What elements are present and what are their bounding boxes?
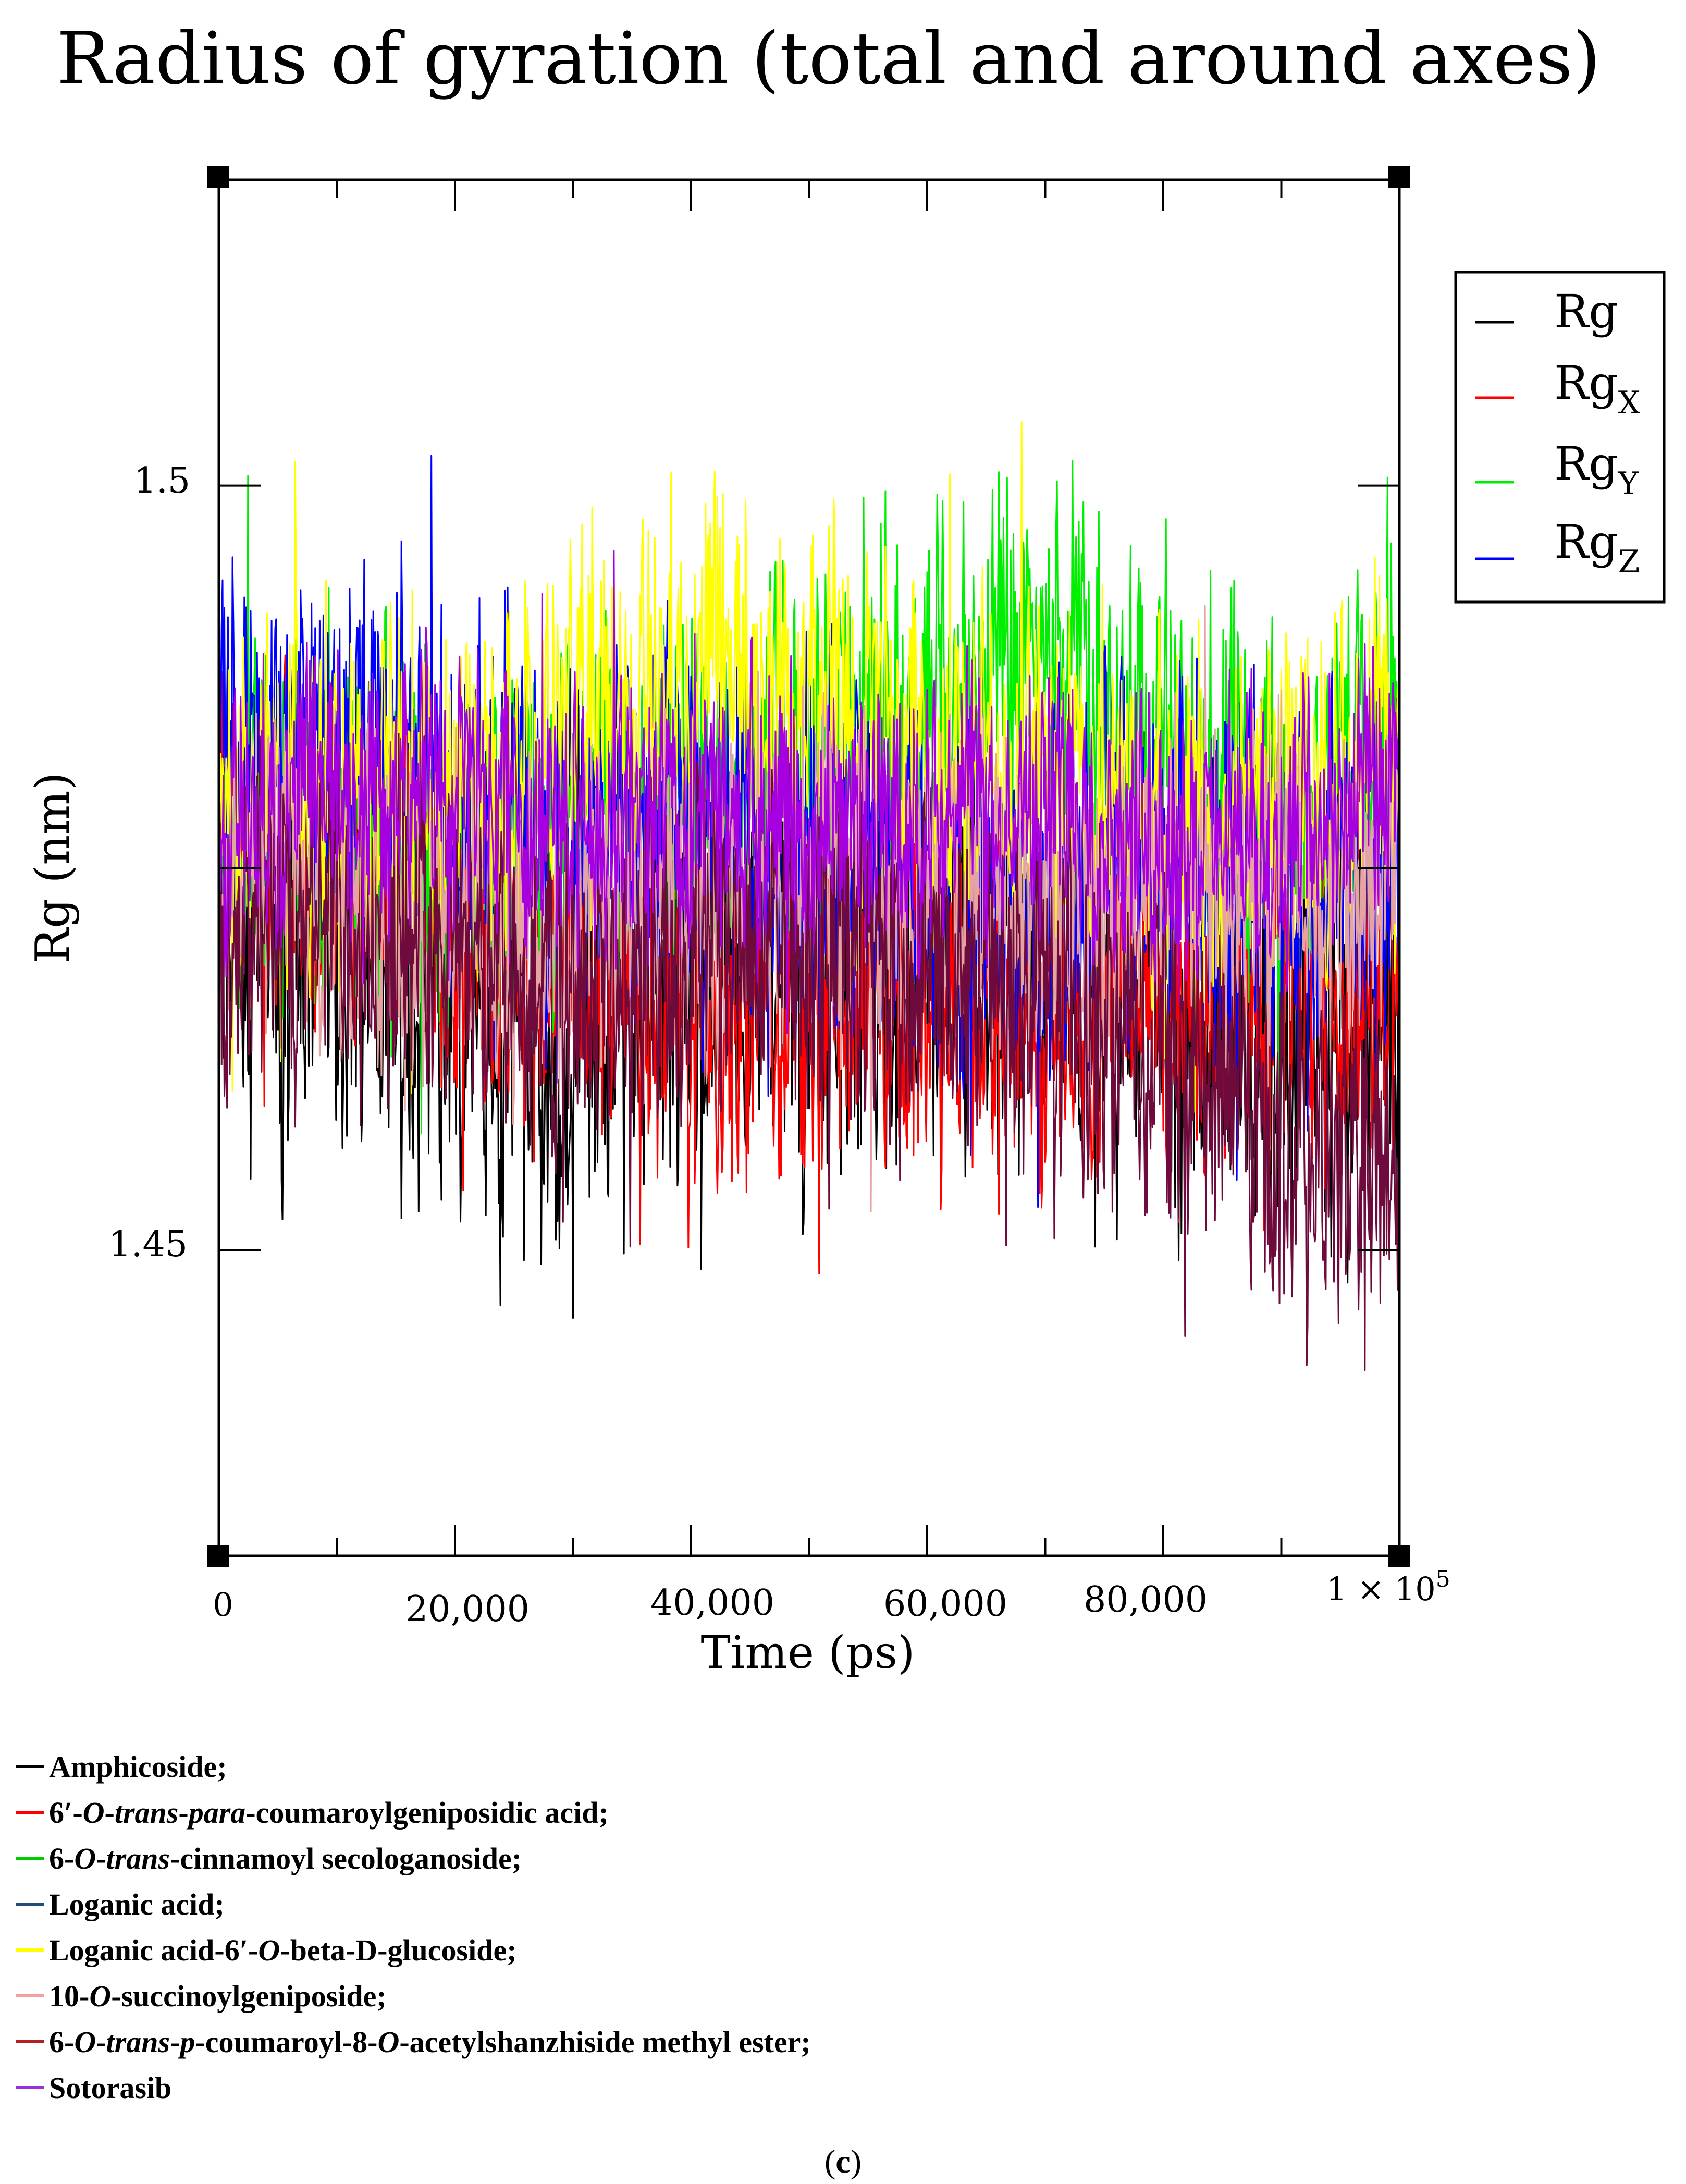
caption-legend-item: 6′-O-trans-para-coumaroylgeniposidic aci… <box>16 1789 1631 1835</box>
inner-legend-label-main: Rg <box>1554 515 1618 569</box>
x-tick-label: 1 × 10 <box>1326 1570 1436 1608</box>
caption-legend-item: 6-O-trans-cinnamoyl secologanoside; <box>16 1835 1631 1881</box>
caption-legend-text-part: O <box>74 1841 96 1875</box>
caption-legend-text-part: O <box>258 1933 280 1967</box>
caption-legend-swatch <box>16 1765 44 1768</box>
x-axis-label: Time (ps) <box>701 1627 915 1679</box>
caption-legend-text-part: - <box>104 1795 115 1830</box>
caption-legend-text-part: para <box>188 1795 246 1830</box>
caption-legend-text-part: - <box>96 1841 106 1875</box>
caption-legend-swatch <box>16 1857 44 1860</box>
inner-legend-box <box>1454 271 1666 604</box>
y-axis-label: Rg (nm) <box>26 772 80 964</box>
caption-legend-text-part: O <box>89 1979 112 2013</box>
x-tick-label: 60,000 <box>883 1584 1007 1625</box>
caption-legend-text-part: D <box>355 1933 378 1967</box>
caption-legend-text-part: -coumaroyl-8- <box>195 2025 378 2059</box>
y-tick-label: 1.45 <box>109 1224 188 1265</box>
caption-legend-swatch <box>16 1948 44 1952</box>
caption-legend-text-part: Amphicoside; <box>49 1749 227 1784</box>
inner-legend-entry: RgY <box>1475 437 1640 502</box>
caption-legend-item: Loganic acid-6′-O-beta-D-glucoside; <box>16 1927 1631 1973</box>
y-tick-labels: 1.45 1.5 <box>109 460 190 1265</box>
caption-legend-label: Loganic acid; <box>49 1887 225 1922</box>
inner-legend-label-sub: X <box>1618 385 1641 421</box>
caption-legend-text-part: Loganic acid-6′- <box>49 1933 259 1967</box>
series-line <box>218 656 1400 1319</box>
inner-legend-label: RgY <box>1554 437 1640 502</box>
inner-legend-label-main: Rg <box>1554 437 1618 490</box>
caption-legend-label: 6′-O-trans-para-coumaroylgeniposidic aci… <box>49 1795 609 1830</box>
caption-legend-label: 6-O-trans-p-coumaroyl-8-O-acetylshanzhis… <box>49 2025 811 2059</box>
caption-legend-text-part: -succinoylgeniposide; <box>111 1979 387 2013</box>
caption-legend-label: 6-O-trans-cinnamoyl secologanoside; <box>49 1841 522 1876</box>
inner-legend-label-main: Rg <box>1554 285 1618 338</box>
caption-legend-label: 10-O-succinoylgeniposide; <box>49 1979 387 2014</box>
inner-legend: Rg RgX RgY RgZ <box>1454 271 1666 604</box>
caption-legend: Amphicoside; 6′-O-trans-para-coumaroylgen… <box>16 1744 1631 2111</box>
caption-legend-text-part: trans <box>114 1795 179 1830</box>
axis-ticks <box>218 180 1400 1556</box>
caption-legend-text-part: trans <box>106 2025 170 2059</box>
caption-legend-text-part: p <box>180 2025 195 2059</box>
caption-legend-text-part: 6- <box>49 2025 75 2059</box>
caption-legend-text-part: - <box>96 2025 106 2059</box>
inner-legend-label: Rg <box>1554 285 1618 338</box>
panel-label: (c) <box>0 2142 1686 2181</box>
inner-legend-entry: Rg <box>1475 285 1618 338</box>
y-tick-label: 1.5 <box>134 460 190 501</box>
x-tick-label: 40,000 <box>650 1582 774 1624</box>
caption-legend-text-part: O <box>82 1795 105 1830</box>
series-line <box>218 550 1400 1035</box>
inner-legend-entry: RgX <box>1475 356 1641 421</box>
chart-title: Radius of gyration (total and around axe… <box>57 17 1601 101</box>
caption-legend-item: Amphicoside; <box>16 1744 1631 1789</box>
caption-legend-text-part: trans <box>106 1841 170 1875</box>
inner-legend-label: RgX <box>1554 356 1641 421</box>
panel-label-close: ) <box>850 2143 862 2180</box>
caption-legend-text-part: -glucoside; <box>377 1933 517 1967</box>
x-tick-exponent: 5 <box>1436 1566 1450 1592</box>
inner-legend-label-sub: Z <box>1618 544 1640 580</box>
caption-legend-label: Amphicoside; <box>49 1749 227 1784</box>
panel-label-open: ( <box>824 2143 836 2180</box>
caption-legend-text-part: -beta- <box>280 1933 356 1967</box>
inner-legend-entry: RgZ <box>1475 515 1640 580</box>
caption-legend-label: Loganic acid-6′-O-beta-D-glucoside; <box>49 1933 517 1968</box>
inner-legend-label-sub: Y <box>1618 465 1640 502</box>
inner-legend-label-main: Rg <box>1554 356 1618 410</box>
inner-legend-label: RgZ <box>1554 515 1640 580</box>
caption-legend-text-part: Sotorasib <box>49 2070 172 2105</box>
caption-legend-text-part: 6′- <box>49 1795 83 1830</box>
caption-legend-swatch <box>16 1994 44 1997</box>
x-tick-label-last: 1 × 105 <box>1326 1566 1450 1608</box>
caption-legend-text-part: -acetylshanzhiside methyl ester; <box>399 2025 811 2059</box>
panel-label-letter: c <box>835 2143 851 2180</box>
caption-legend-text-part: O <box>74 2025 96 2059</box>
caption-legend-text-part: -cinnamoyl secologanoside; <box>170 1841 522 1875</box>
caption-legend-text-part: O <box>377 2025 400 2059</box>
caption-legend-text-part: - <box>170 2025 180 2059</box>
caption-legend-text-part: 6- <box>49 1841 75 1875</box>
caption-legend-item: Sotorasib <box>16 2065 1631 2111</box>
caption-legend-item: Loganic acid; <box>16 1881 1631 1927</box>
caption-legend-label: Sotorasib <box>49 2070 171 2105</box>
caption-legend-swatch <box>16 1903 44 1906</box>
x-tick-label: 80,000 <box>1084 1579 1208 1621</box>
caption-legend-text-part: Loganic acid; <box>49 1887 225 1921</box>
caption-legend-text-part: 10- <box>49 1979 90 2013</box>
caption-legend-swatch <box>16 2086 44 2089</box>
caption-legend-text-part: - <box>178 1795 189 1830</box>
caption-legend-item: 10-O-succinoylgeniposide; <box>16 1973 1631 2019</box>
x-tick-label: 20,000 <box>405 1589 530 1630</box>
caption-legend-swatch <box>16 1811 44 1814</box>
caption-legend-swatch <box>16 2040 44 2043</box>
plot-series <box>218 421 1400 1371</box>
x-tick-label: 0 <box>213 1586 233 1624</box>
caption-legend-item: 6-O-trans-p-coumaroyl-8-O-acetylshanzhis… <box>16 2019 1631 2065</box>
caption-legend-text-part: -coumaroylgeniposidic acid; <box>245 1795 609 1830</box>
x-tick-labels: 0 20,000 40,000 60,000 80,000 1 × 105 <box>213 1566 1450 1630</box>
